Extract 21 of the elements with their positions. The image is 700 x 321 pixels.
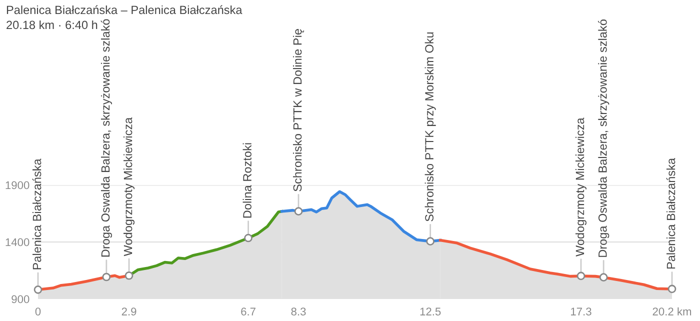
chart-subtitle: 20.18 km · 6:40 h [6, 20, 98, 30]
x-tick-label: 2.9 [122, 308, 136, 316]
chart-title: Palenica Białczańska – Palenica Białczańska [6, 5, 242, 14]
annotation: Schronisko PTTK przy Morskim Oku [424, 32, 436, 222]
annotation: Wodogrzmoty Mickiewicza [124, 117, 135, 256]
annotation: Palenica Białczańska [666, 158, 676, 269]
annotation: Wodogrzmoty Mickiewicza [575, 118, 586, 256]
annotation: Droga Oswalda Balzera, skrzyżowanie szlakó [100, 19, 112, 257]
annotation: Dolina Roztoki [242, 143, 252, 218]
x-tick-label: 0 [35, 308, 41, 316]
annotation: Schronisko PTTK w Dolinie Pię [292, 29, 304, 192]
y-tick-label: 900 [12, 295, 30, 304]
x-tick-label: 20.2 km [652, 307, 692, 316]
y-tick-label: 1900 [6, 181, 30, 190]
x-tick-label: 17.3 [571, 308, 592, 316]
x-tick-label: 8.3 [291, 308, 306, 316]
annotation: Palenica Białczańska [32, 158, 42, 270]
annotation: Droga Oswalda Balzera, skrzyżowanie szlakó [598, 20, 610, 257]
y-tick-label: 1400 [6, 238, 30, 246]
x-tick-label: 12.5 [420, 308, 441, 316]
x-tick-label: 6.7 [241, 308, 256, 316]
